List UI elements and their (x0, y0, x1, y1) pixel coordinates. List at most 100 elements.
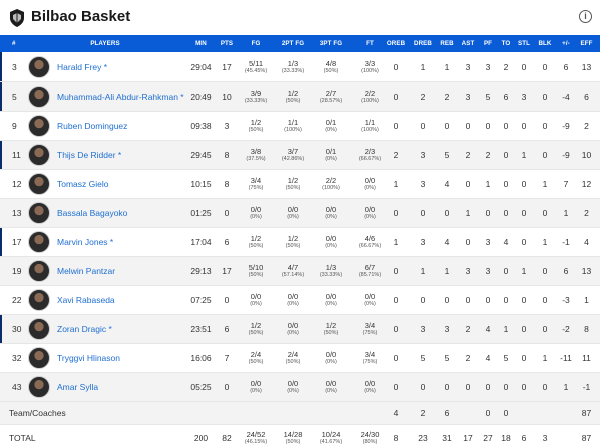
player-avatar (28, 260, 50, 282)
field-goals-percentage: (50%) (248, 330, 264, 336)
points: 17 (222, 266, 232, 276)
free-throws-percentage: (0%) (364, 388, 376, 394)
info-icon[interactable]: i (579, 10, 592, 23)
free-throws-made-attempted: 3/4 (364, 350, 376, 359)
free-throws: 1/1 (100%) (361, 118, 379, 134)
player-name-link[interactable]: Zoran Dragic * (57, 324, 112, 334)
player-avatar (28, 376, 50, 398)
two-point-fg-percentage: (0%) (287, 388, 299, 394)
points: 3 (224, 121, 230, 131)
player-name-link[interactable]: Tryggvi Hlinason (57, 353, 120, 363)
stat-pm: -3 (562, 295, 570, 305)
player-avatar (28, 347, 50, 369)
points: 0 (224, 295, 230, 305)
stat-stl: 0 (521, 61, 527, 72)
total-three-point-fg-percentage: (41.67%) (319, 438, 343, 445)
column-header: REB (440, 40, 454, 47)
three-point-fg-percentage: (100%) (322, 185, 340, 191)
column-header: 3PT FG (319, 40, 343, 47)
free-throws-percentage: (75%) (362, 359, 378, 365)
field-goals-made-attempted: 0/0 (250, 379, 262, 388)
two-point-fg-made-attempted: 1/3 (287, 58, 299, 68)
stat-to: 0 (503, 179, 509, 189)
field-goals-percentage: (37.5%) (246, 156, 266, 162)
stat-pm: -11 (560, 353, 572, 363)
total-row: TOTAL 200 82 24/52 (46.15%) 14/28 (50%) 10/24 (4… (0, 425, 600, 447)
two-point-fg-percentage: (50%) (285, 185, 301, 191)
free-throws-made-attempted: 0/0 (364, 292, 376, 301)
stat-reb: 5 (444, 150, 450, 160)
total-stat-pf: 27 (483, 432, 493, 443)
stat-eff: 10 (581, 150, 592, 160)
three-point-fg: 0/0 (0%) (325, 350, 337, 366)
field-goals-made-attempted: 0/0 (250, 292, 262, 301)
stat-blk: 0 (542, 121, 548, 131)
stat-blk: 0 (542, 324, 548, 334)
team-stat-eff: 87 (581, 408, 592, 418)
minutes: 09:38 (190, 121, 212, 131)
team-crest-icon (10, 9, 24, 27)
stat-reb: 0 (444, 295, 450, 305)
jersey-number: 17 (12, 237, 22, 247)
player-name-link[interactable]: Marvin Jones * (57, 237, 114, 247)
player-name-link[interactable]: Xavi Rabaseda (57, 295, 115, 305)
stat-ast: 2 (465, 353, 471, 363)
column-header: DREB (414, 40, 432, 47)
three-point-fg: 1/3 (33.33%) (320, 263, 342, 279)
field-goals-percentage: (50%) (248, 127, 264, 133)
stat-dreb: 0 (420, 295, 426, 305)
table-row: 5 Muhammad-Ali Abdur-Rahkman * 20:49 10 3/9(… (0, 82, 600, 112)
jersey-number: 3 (12, 61, 17, 72)
two-point-fg: 0/0 (0%) (287, 321, 299, 337)
three-point-fg-made-attempted: 1/2 (325, 321, 337, 330)
stat-oreb: 1 (393, 237, 399, 247)
stat-eff: 2 (584, 121, 589, 131)
field-goals-percentage: (0%) (250, 214, 262, 220)
table-row: 32 Tryggvi Hlinason 16:06 7 2/4 (50%) 2/4 (50%)… (0, 344, 600, 373)
table-row: 11 Thijs De Ridder * 29:45 8 3/8 (37.5%) 3/7 (4… (0, 141, 600, 170)
player-cell: Bassala Bagayoko (28, 199, 186, 227)
two-point-fg: 3/7 (42.86%) (282, 147, 304, 163)
total-two-point-fg-percentage: (50%) (285, 438, 301, 445)
column-header: STL (518, 40, 530, 47)
player-name-link[interactable]: Bassala Bagayoko (57, 208, 128, 218)
field-goals-percentage: (75%) (248, 185, 264, 191)
player-name-link[interactable]: Thijs De Ridder * (57, 150, 122, 160)
stat-pf: 3 (485, 266, 491, 276)
player-name-link[interactable]: Amar Sylla (57, 382, 99, 392)
stat-ast: 0 (465, 179, 471, 189)
player-name-link[interactable]: Melwin Pantzar (57, 266, 116, 276)
stat-reb: 4 (444, 179, 450, 189)
two-point-fg-percentage: (50%) (285, 243, 301, 249)
free-throws: 6/7 (85.71%) (359, 263, 381, 279)
player-name-link[interactable]: Muhammad-Ali Abdur-Rahkman * (57, 91, 184, 102)
two-point-fg-made-attempted: 3/7 (287, 147, 299, 156)
field-goals: 0/0 (0%) (250, 379, 262, 395)
table-row: 30 Zoran Dragic * 23:51 6 1/2 (50%) 0/0 (0%) 1/2… (0, 315, 600, 344)
total-free-throws-made-attempted: 24/30 (360, 429, 380, 439)
three-point-fg-made-attempted: 0/0 (325, 234, 337, 243)
stat-blk: 0 (542, 382, 548, 392)
player-name-link[interactable]: Harald Frey * (57, 61, 108, 72)
free-throws-percentage: (66.67%) (358, 243, 382, 249)
column-header: PTS (220, 40, 234, 47)
points: 10 (222, 91, 232, 102)
player-name-link[interactable]: Ruben Dominguez (57, 121, 128, 131)
stat-eff: 2 (584, 208, 589, 218)
free-throws-percentage: (0%) (364, 214, 376, 220)
player-name-link[interactable]: Tomasz Gielo (57, 179, 109, 189)
stat-to: 0 (503, 121, 509, 131)
team-stat-oreb: 4 (393, 408, 399, 418)
two-point-fg-made-attempted: 0/0 (287, 205, 299, 214)
stat-stl: 0 (521, 208, 527, 218)
three-point-fg-percentage: (33.33%) (319, 272, 343, 278)
two-point-fg-made-attempted: 1/1 (287, 118, 299, 127)
field-goals: 1/2 (50%) (249, 118, 264, 134)
free-throws-made-attempted: 3/4 (364, 321, 376, 330)
free-throws-made-attempted: 2/3 (364, 147, 376, 156)
three-point-fg-percentage: (0%) (325, 127, 337, 133)
field-goals-percentage: (50%) (248, 243, 264, 249)
stat-ast: 0 (465, 295, 471, 305)
field-goals: 3/9 (33.33%) (245, 89, 267, 105)
stat-stl: 1 (521, 150, 527, 160)
